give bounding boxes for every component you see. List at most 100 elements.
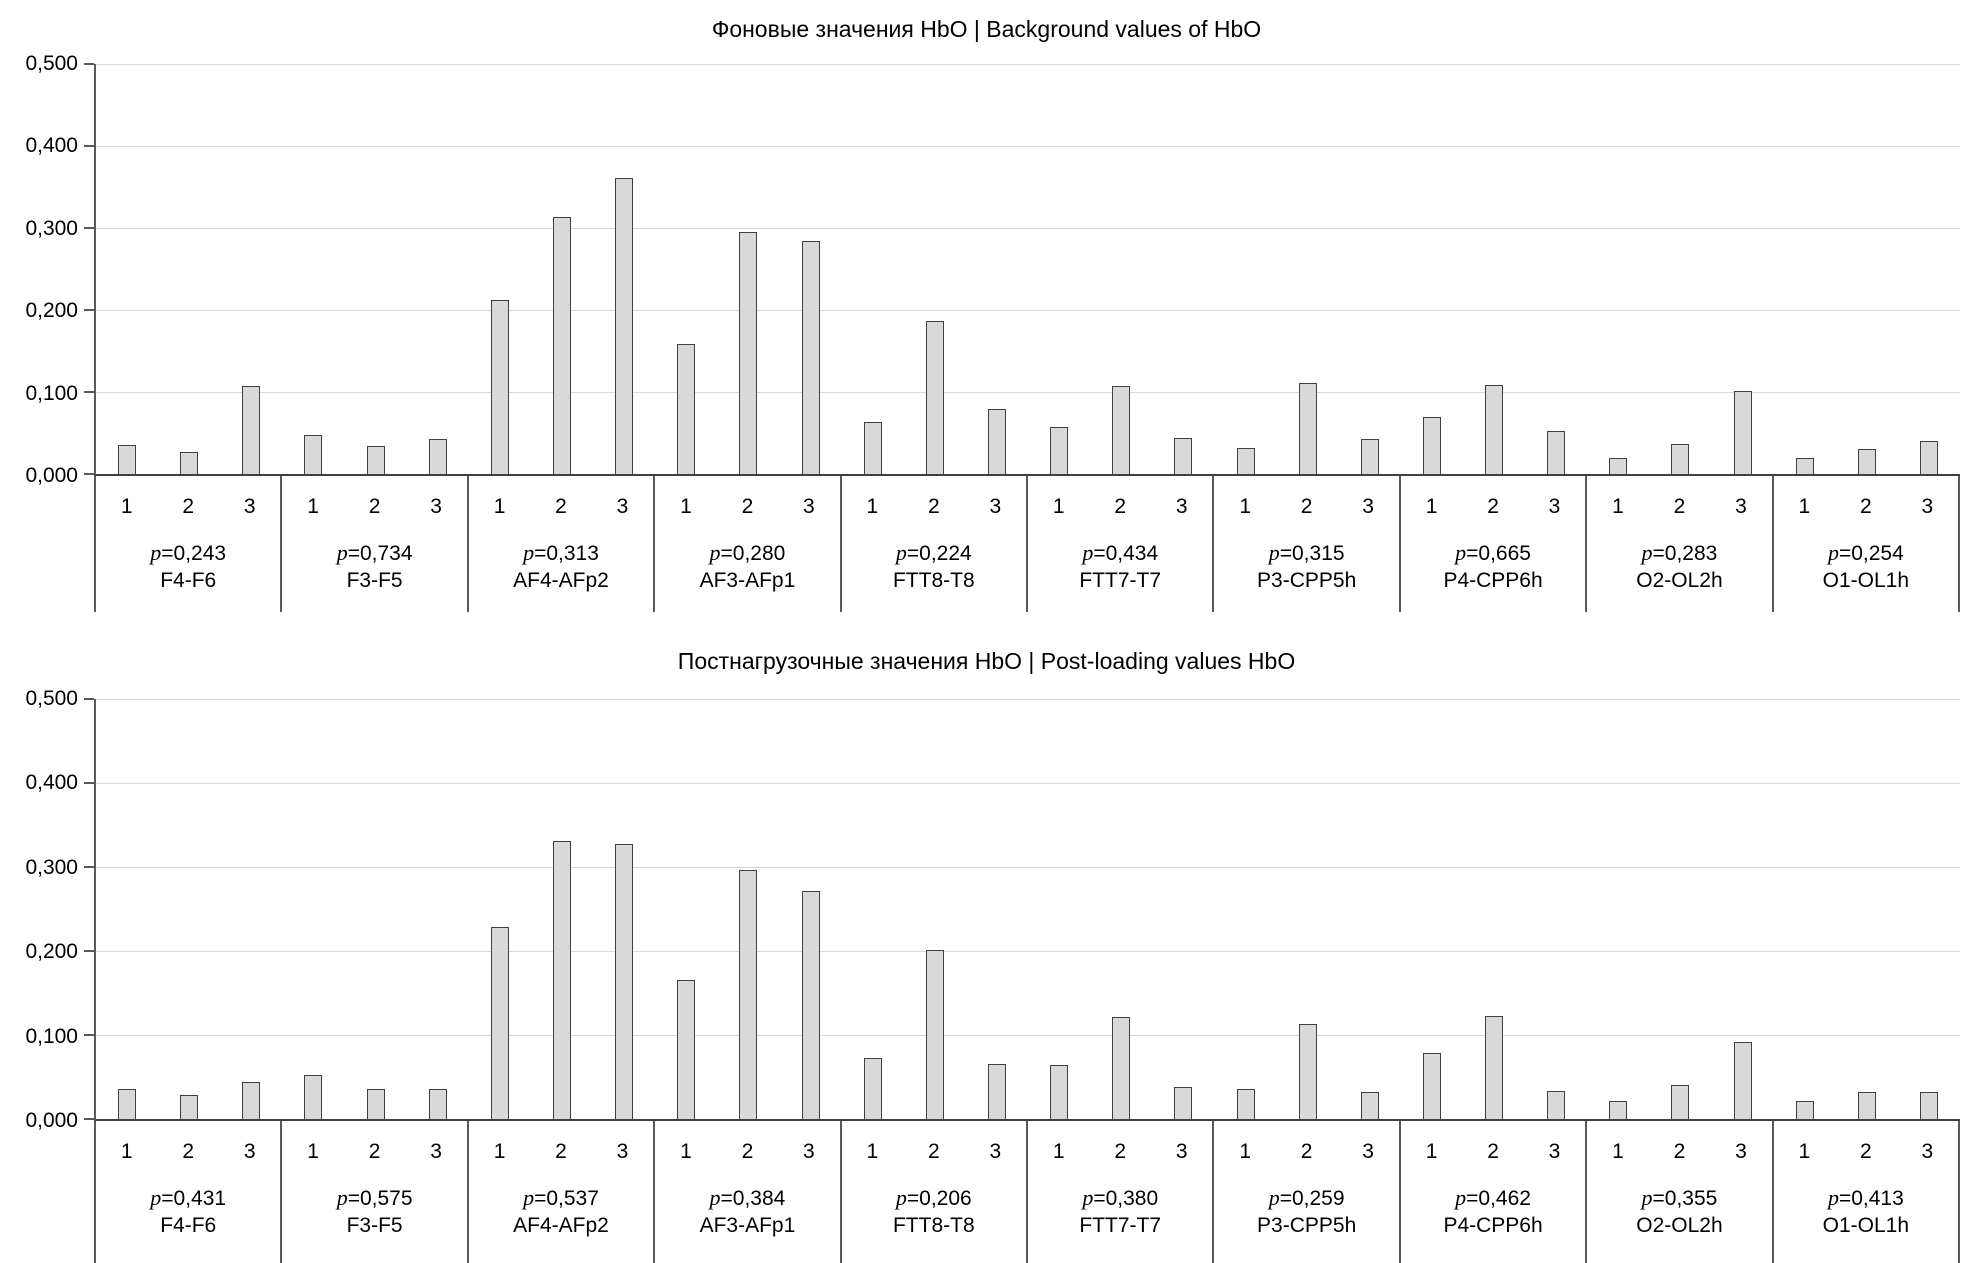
- subject-number-row: 1 2 3: [1587, 1139, 1771, 1165]
- subject-number-label: 2: [1487, 1140, 1499, 1163]
- channel-pair-label: FTT8-T8: [892, 1214, 975, 1237]
- subject-number-label: 2: [927, 495, 940, 518]
- p-value-label: p=0,283: [1641, 540, 1718, 565]
- p-value-label: p=0,254: [1827, 540, 1904, 565]
- bar-slot: [1712, 699, 1774, 1119]
- subject-number-label: 2: [368, 1140, 381, 1163]
- bar-slot: [1028, 699, 1090, 1119]
- subject-number-label: 2: [368, 495, 381, 518]
- bar-P4-CPP6h-2: [1485, 1015, 1504, 1119]
- subject-number-row: 1 2 3: [282, 494, 466, 520]
- bar-slot: [1401, 64, 1463, 474]
- bar-O2-OL2h-3: [1733, 1041, 1752, 1119]
- bar-group-AF3-AFp1: [655, 699, 841, 1119]
- subject-number-label: 3: [1362, 495, 1374, 518]
- bar-AF4-AFp2-3: [615, 844, 634, 1119]
- bar-slot: [1898, 699, 1960, 1119]
- subject-number-row: 1 2 3: [655, 494, 839, 520]
- bar-group-O2-OL2h: [1587, 64, 1773, 474]
- bar-slot: [655, 699, 717, 1119]
- bar-O1-OL1h-1: [1795, 1101, 1814, 1119]
- bar-FTT8-T8-3: [987, 1063, 1006, 1119]
- p-value-label: p=0,413: [1827, 1185, 1904, 1210]
- bar-F4-F6-3: [242, 386, 261, 474]
- bar-F3-F5-3: [428, 438, 447, 474]
- subject-number-row: 1 2 3: [1587, 494, 1771, 520]
- category-cell-FTT7-T7: 1 2 3 p=0,380 FTT7-T7: [1026, 1121, 1212, 1263]
- y-axis-tick-mark: [84, 950, 94, 952]
- subject-number-label: 1: [493, 495, 506, 518]
- subject-number-label: 1: [680, 495, 692, 518]
- bar-FTT7-T7-1: [1050, 427, 1069, 474]
- subject-number-label: 3: [1921, 495, 1934, 518]
- bar-FTT7-T7-2: [1112, 1016, 1131, 1119]
- bar-F4-F6-3: [242, 1082, 261, 1119]
- bar-AF4-AFp2-1: [490, 300, 509, 474]
- bar-AF3-AFp1-2: [739, 232, 758, 474]
- bar-F3-F5-1: [304, 1075, 323, 1119]
- y-axis-tick-label: 0,500: [25, 687, 78, 710]
- channel-pair-label: AF4-AFp2: [513, 1214, 609, 1237]
- bar-P4-CPP6h-1: [1422, 417, 1441, 474]
- bar-slot: [1525, 699, 1587, 1119]
- bar-slot: [842, 699, 904, 1119]
- bar-groups: [96, 699, 1960, 1119]
- bar-O1-OL1h-3: [1920, 1092, 1938, 1119]
- channel-pair-label: P4-CPP6h: [1443, 569, 1543, 592]
- subject-number-label: 3: [616, 1140, 629, 1163]
- p-value-label: p=0,384: [709, 1185, 786, 1210]
- p-value-label: p=0,462: [1455, 1185, 1531, 1210]
- bar-slot: [1152, 699, 1214, 1119]
- bar-slot: [966, 64, 1028, 474]
- subject-number-label: 2: [741, 1140, 754, 1163]
- p-value-label: p=0,431: [150, 1185, 227, 1210]
- bar-O2-OL2h-2: [1671, 443, 1690, 474]
- bar-O1-OL1h-2: [1857, 1092, 1876, 1119]
- bar-slot: [1463, 64, 1525, 474]
- bar-slot: [1090, 64, 1152, 474]
- subject-number-label: 1: [1612, 1140, 1624, 1163]
- bar-O1-OL1h-1: [1795, 457, 1814, 474]
- bar-slot: [158, 699, 220, 1119]
- bar-slot: [469, 699, 531, 1119]
- bar-slot: [904, 699, 966, 1119]
- bar-slot: [1277, 64, 1339, 474]
- bar-P4-CPP6h-3: [1547, 430, 1566, 474]
- bar-group-F3-F5: [282, 64, 468, 474]
- bar-FTT8-T8-2: [925, 950, 944, 1119]
- subject-number-label: 2: [1860, 1140, 1872, 1163]
- subject-number-label: 3: [1175, 1140, 1188, 1163]
- subject-number-row: 1 2 3: [1774, 494, 1958, 520]
- subject-number-label: 1: [307, 1140, 319, 1163]
- bar-group-AF4-AFp2: [469, 699, 655, 1119]
- y-axis: 0,500 0,400 0,300 0,200 0,100 0,000: [0, 52, 94, 487]
- y-axis-tick-label: 0,000: [25, 464, 78, 487]
- bar-slot: [1587, 64, 1649, 474]
- bar-group-F3-F5: [282, 699, 468, 1119]
- subject-number-label: 1: [120, 1140, 133, 1163]
- chart-title: Фоновые значения HbO | Background values…: [711, 16, 1262, 42]
- subject-number-label: 1: [1239, 1140, 1252, 1163]
- bar-group-FTT7-T7: [1028, 699, 1214, 1119]
- subject-number-label: 1: [1425, 1140, 1438, 1163]
- bar-slot: [1028, 64, 1090, 474]
- bar-slot: [780, 64, 842, 474]
- y-axis-tick-label: 0,500: [25, 52, 78, 75]
- category-cell-O1-OL1h: 1 2 3 p=0,413 O1-OL1h: [1771, 1121, 1961, 1263]
- category-cell-FTT8-T8: 1 2 3 p=0,224 FTT8-T8: [839, 476, 1026, 612]
- subject-number-label: 1: [1612, 495, 1624, 518]
- bar-group-AF3-AFp1: [655, 64, 841, 474]
- bar-slot: [1277, 699, 1339, 1119]
- bar-slot: [96, 699, 158, 1119]
- p-value-label: p=0,224: [895, 540, 972, 565]
- subject-number-label: 2: [1673, 495, 1686, 518]
- bar-F4-F6-2: [180, 1094, 199, 1119]
- subject-number-label: 1: [120, 495, 133, 518]
- category-cell-AF3-AFp1: 1 2 3 p=0,280 AF3-AFp1: [653, 476, 839, 612]
- p-value-label: p=0,537: [523, 1185, 599, 1210]
- bar-group-O2-OL2h: [1587, 699, 1773, 1119]
- bar-P4-CPP6h-1: [1422, 1053, 1441, 1119]
- x-axis-category-table: 1 2 3 p=0,431 F4-F6 1 2 3 p=0,575 F3-F5 1 2 3 p=0,537…: [94, 1121, 1961, 1263]
- bar-slot: [655, 64, 717, 474]
- bar-FTT8-T8-3: [987, 409, 1006, 474]
